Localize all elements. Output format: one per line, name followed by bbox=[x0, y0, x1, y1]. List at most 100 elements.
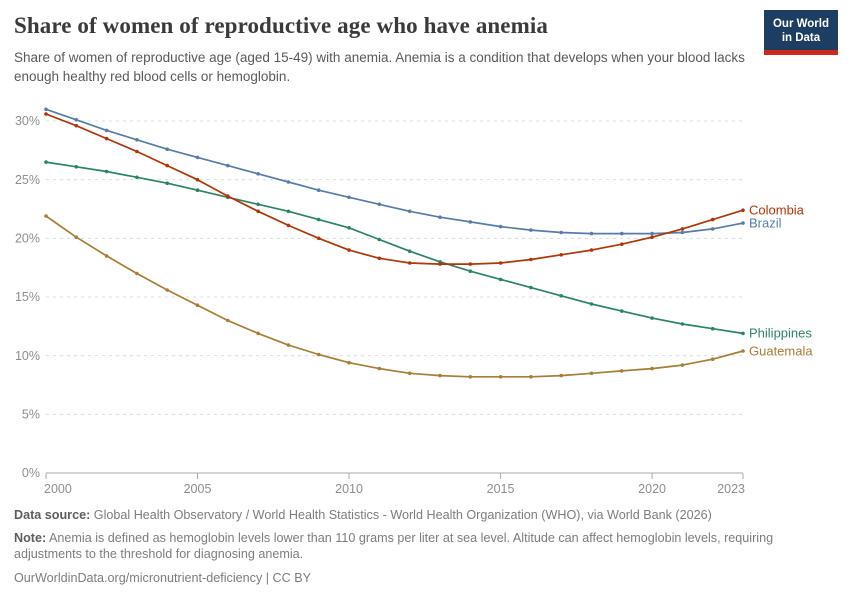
series-line-brazil bbox=[45, 108, 744, 235]
data-point bbox=[377, 366, 382, 371]
data-point bbox=[286, 223, 291, 228]
data-point bbox=[650, 235, 654, 239]
y-axis-tick-label: 10% bbox=[15, 349, 40, 363]
series-label-colombia: Colombia bbox=[749, 202, 805, 217]
data-point bbox=[407, 261, 412, 265]
y-axis-tick-label: 15% bbox=[15, 290, 40, 304]
data-point bbox=[589, 302, 594, 306]
data-point bbox=[680, 230, 685, 235]
data-point bbox=[589, 248, 594, 252]
data-point bbox=[74, 118, 79, 122]
y-axis-tick-label: 5% bbox=[22, 408, 40, 422]
data-point bbox=[195, 155, 200, 160]
data-point bbox=[165, 147, 169, 151]
data-point bbox=[44, 160, 48, 164]
data-source-label: Data source: bbox=[14, 508, 91, 522]
data-point bbox=[498, 277, 503, 282]
data-point bbox=[407, 371, 412, 376]
series-line-guatemala bbox=[45, 215, 744, 378]
data-point bbox=[498, 375, 503, 379]
data-point bbox=[74, 235, 79, 239]
data-point bbox=[650, 231, 654, 236]
data-point bbox=[347, 248, 351, 252]
data-point bbox=[710, 357, 715, 362]
data-point bbox=[74, 123, 79, 128]
series-label-brazil: Brazil bbox=[749, 215, 782, 230]
y-axis-tick-label: 20% bbox=[15, 232, 40, 246]
x-axis-tick-label: 2010 bbox=[335, 482, 363, 496]
data-point bbox=[44, 107, 48, 112]
data-point bbox=[559, 253, 563, 257]
data-point bbox=[104, 128, 109, 133]
series-colombia: Colombia bbox=[44, 112, 805, 266]
owid-logo-line2: in Data bbox=[781, 32, 821, 45]
data-point bbox=[650, 366, 654, 371]
data-point bbox=[347, 226, 351, 230]
data-point bbox=[620, 231, 624, 236]
data-point bbox=[226, 163, 230, 168]
data-point bbox=[347, 360, 351, 365]
data-point bbox=[74, 165, 79, 169]
data-point bbox=[741, 221, 745, 225]
data-point bbox=[710, 326, 715, 331]
data-point bbox=[438, 262, 442, 266]
data-point bbox=[44, 214, 48, 218]
x-axis-tick-label: 2000 bbox=[44, 482, 72, 496]
data-point bbox=[135, 175, 139, 180]
data-point bbox=[165, 288, 169, 292]
chart-footer: Data source: Global Health Observatory /… bbox=[14, 507, 836, 592]
data-point bbox=[710, 217, 715, 222]
data-point bbox=[559, 373, 563, 378]
series-philippines: Philippines bbox=[44, 160, 812, 341]
data-point bbox=[256, 172, 260, 176]
series-label-guatemala: Guatemala bbox=[749, 343, 813, 358]
y-axis-tick-label: 0% bbox=[22, 466, 40, 480]
page-title: Share of women of reproductive age who h… bbox=[14, 13, 548, 38]
data-source-row: Data source: Global Health Observatory /… bbox=[14, 507, 836, 524]
data-point bbox=[316, 352, 321, 357]
line-chart: 0%5%10%15%20%25%30%2000 2005 2010 2015 2020 2… bbox=[15, 107, 813, 496]
data-point bbox=[286, 343, 291, 347]
owid-logo-line1: Our World bbox=[772, 18, 829, 30]
data-point bbox=[256, 331, 260, 336]
data-point bbox=[407, 249, 412, 253]
data-point bbox=[589, 371, 594, 376]
data-point bbox=[468, 220, 473, 224]
chart-header: Share of women of reproductive age who h… bbox=[14, 12, 758, 86]
data-point bbox=[620, 369, 624, 373]
data-point bbox=[529, 285, 533, 290]
note-text: Anemia is defined as hemoglobin levels l… bbox=[14, 530, 774, 562]
data-point bbox=[710, 227, 715, 231]
data-point bbox=[104, 136, 109, 141]
data-point bbox=[529, 228, 533, 232]
data-point bbox=[438, 373, 442, 378]
data-point bbox=[286, 209, 291, 214]
data-point bbox=[529, 257, 533, 262]
data-point bbox=[165, 181, 169, 185]
data-point bbox=[316, 236, 321, 241]
data-point bbox=[680, 227, 685, 231]
data-point bbox=[195, 303, 200, 308]
data-point bbox=[377, 202, 382, 207]
data-point bbox=[680, 322, 685, 326]
chart-subtitle: Share of women of reproductive age (aged… bbox=[14, 49, 745, 84]
data-point bbox=[620, 242, 624, 246]
data-point bbox=[680, 363, 685, 367]
x-axis: 2000 2005 2010 2015 2020 2023 bbox=[44, 473, 745, 496]
gridlines: 0% 5% 10% 15% 20% 25% 30% bbox=[15, 114, 743, 480]
data-point bbox=[741, 331, 745, 336]
data-point bbox=[377, 256, 382, 261]
data-point bbox=[741, 208, 745, 212]
data-point bbox=[165, 163, 169, 168]
owid-logo: Our World in Data bbox=[763, 10, 838, 56]
data-point bbox=[316, 217, 321, 222]
y-axis-tick-label: 25% bbox=[15, 173, 40, 187]
data-point bbox=[498, 224, 503, 229]
x-axis-tick-label: 2005 bbox=[184, 482, 212, 496]
data-point bbox=[347, 195, 351, 200]
data-point bbox=[256, 209, 260, 214]
data-point bbox=[135, 149, 139, 154]
data-point bbox=[135, 271, 139, 276]
data-point bbox=[256, 202, 260, 207]
